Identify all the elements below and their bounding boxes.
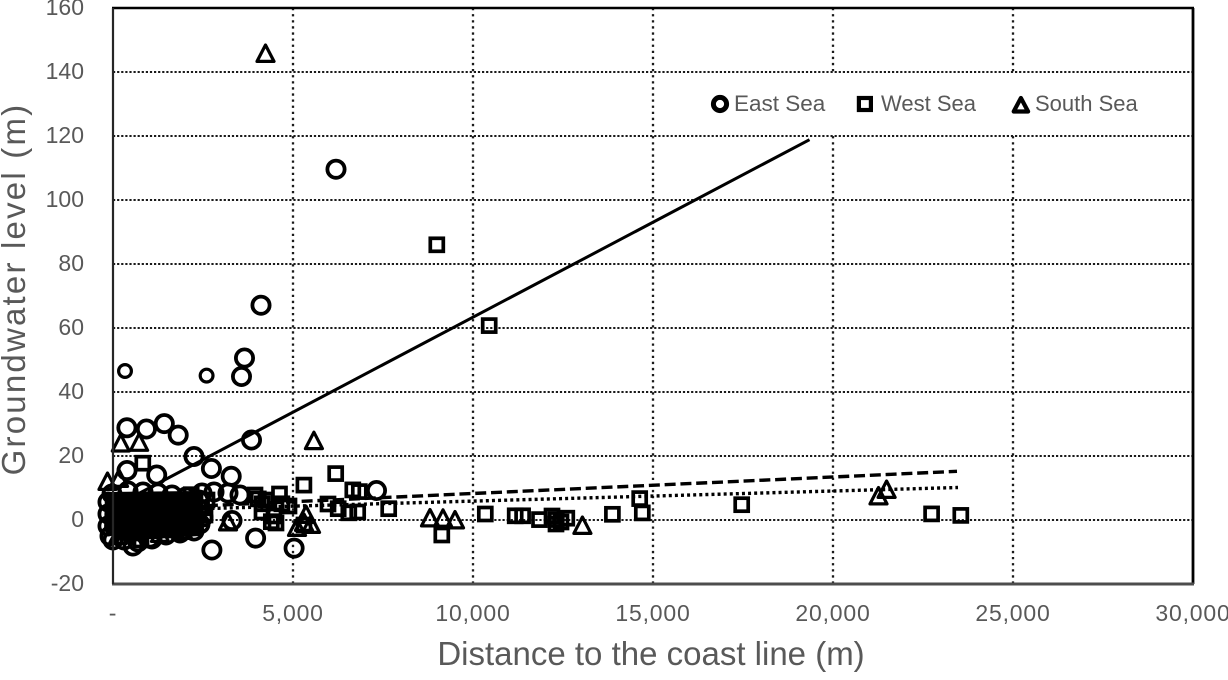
svg-text:0: 0 <box>71 506 84 532</box>
svg-text:20,000: 20,000 <box>795 600 870 626</box>
svg-text:-: - <box>109 600 117 626</box>
svg-text:West Sea: West Sea <box>881 91 977 116</box>
svg-text:5,000: 5,000 <box>262 600 324 626</box>
svg-text:60: 60 <box>58 314 84 340</box>
svg-text:15,000: 15,000 <box>615 600 690 626</box>
svg-text:Groundwater level (m): Groundwater level (m) <box>0 103 32 476</box>
svg-text:80: 80 <box>58 250 84 276</box>
svg-text:120: 120 <box>46 122 84 148</box>
svg-text:160: 160 <box>46 0 84 20</box>
svg-text:20: 20 <box>58 442 84 468</box>
svg-text:-20: -20 <box>51 570 84 596</box>
svg-text:Distance to the coast line (m): Distance to the coast line (m) <box>437 635 864 672</box>
svg-text:25,000: 25,000 <box>975 600 1050 626</box>
svg-text:40: 40 <box>58 378 84 404</box>
svg-text:10,000: 10,000 <box>435 600 510 626</box>
svg-text:100: 100 <box>46 186 84 212</box>
svg-text:30,000: 30,000 <box>1155 600 1228 626</box>
svg-text:South Sea: South Sea <box>1035 91 1139 116</box>
svg-text:East Sea: East Sea <box>734 91 826 116</box>
svg-text:140: 140 <box>46 58 84 84</box>
